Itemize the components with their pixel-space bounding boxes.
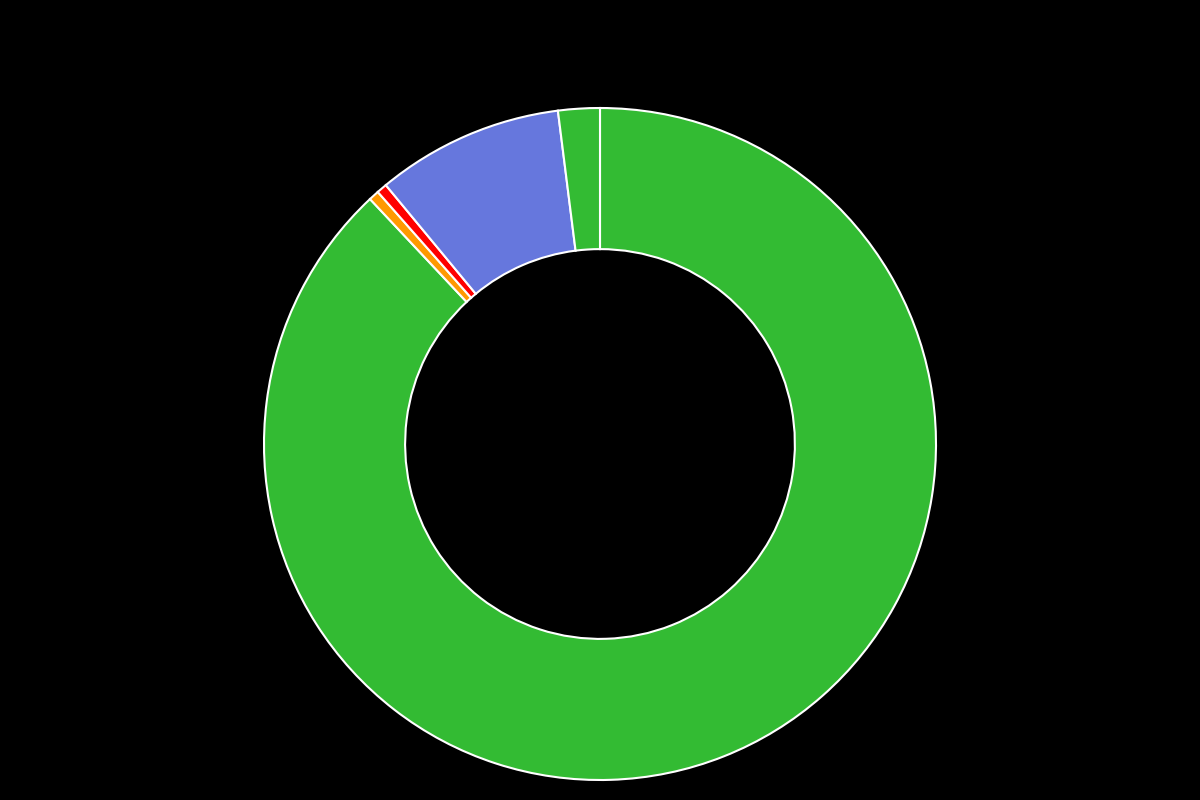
Wedge shape bbox=[264, 108, 936, 780]
Wedge shape bbox=[370, 192, 472, 302]
Wedge shape bbox=[558, 108, 600, 250]
Wedge shape bbox=[378, 185, 475, 298]
Wedge shape bbox=[386, 110, 576, 294]
